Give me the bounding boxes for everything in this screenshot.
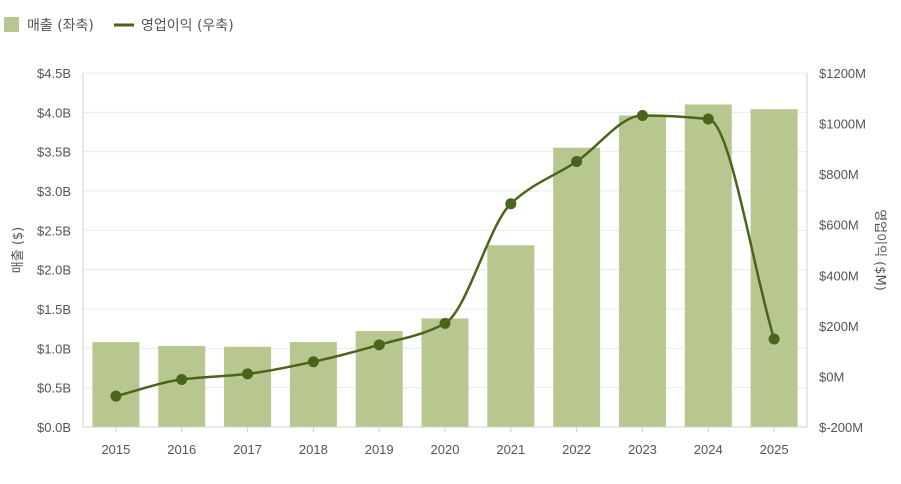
bar-2023 xyxy=(618,115,666,427)
x-tick-label: 2018 xyxy=(299,442,328,457)
x-tick-label: 2025 xyxy=(760,442,789,457)
y-left-tick-label: $0.5B xyxy=(37,381,71,396)
x-tick-label: 2022 xyxy=(562,442,591,457)
y-axis-right-title: 영업이익 ($M) xyxy=(872,209,887,291)
point-2020 xyxy=(439,317,451,329)
y-right-tick-label: $800M xyxy=(819,167,859,182)
x-tick-label: 2019 xyxy=(365,442,394,457)
x-tick-label: 2020 xyxy=(431,442,460,457)
legend-label-revenue: 매출 (좌축) xyxy=(27,18,94,34)
bar-2020 xyxy=(421,318,469,427)
y-axis-left-title: 매출 ($) xyxy=(11,227,26,273)
y-right-tick-label: $1000M xyxy=(819,117,866,132)
y-left-tick-label: $3.5B xyxy=(37,145,71,160)
point-2022 xyxy=(571,156,583,167)
y-right-tick-label: $0M xyxy=(819,369,844,384)
bar-2025 xyxy=(750,109,798,427)
legend-label-operating-profit: 영업이익 (우축) xyxy=(141,18,234,34)
axes: 2015 2016 2017 2018 2019 2020 2021 2022 2023 2024… xyxy=(37,66,866,457)
line-series-operating-profit xyxy=(110,109,780,402)
y-right-tick-label: $600M xyxy=(819,218,859,233)
bar-2022 xyxy=(553,147,601,427)
point-2016 xyxy=(176,373,188,385)
point-2015 xyxy=(110,390,122,402)
x-tick-label: 2024 xyxy=(694,442,723,457)
y-left-tick-label: $1.5B xyxy=(37,302,71,317)
legend-swatch-revenue xyxy=(4,17,19,32)
y-left-tick-label: $1.0B xyxy=(37,341,71,356)
bar-series-revenue xyxy=(92,104,798,427)
y-right-tick-label: $1200M xyxy=(819,66,866,81)
point-2021 xyxy=(505,198,517,210)
bar-2016 xyxy=(158,345,206,427)
y-left-tick-label: $4.5B xyxy=(37,66,71,81)
y-left-tick-label: $4.0B xyxy=(37,105,71,120)
legend: 매출 (좌축) 영업이익 (우축) xyxy=(4,17,234,34)
bar-2017 xyxy=(224,346,272,427)
y-left-tick-label: $3.0B xyxy=(37,184,71,199)
x-tick-label: 2015 xyxy=(101,442,130,457)
point-2019 xyxy=(373,339,385,351)
y-right-tick-label: $200M xyxy=(819,319,859,334)
x-tick-label: 2023 xyxy=(628,442,657,457)
x-tick-label: 2016 xyxy=(167,442,196,457)
y-left-tick-label: $0.0B xyxy=(37,420,71,435)
point-2023 xyxy=(636,109,648,121)
point-2024 xyxy=(702,113,714,125)
point-2017 xyxy=(242,368,254,380)
bar-2018 xyxy=(289,342,337,427)
point-2018 xyxy=(307,356,319,368)
y-left-tick-label: $2.5B xyxy=(37,223,71,238)
x-tick-label: 2017 xyxy=(233,442,262,457)
y-right-tick-label: $-200M xyxy=(819,420,863,435)
y-right-tick-label: $400M xyxy=(819,268,859,283)
bar-2015 xyxy=(92,342,140,427)
y-left-tick-label: $2.0B xyxy=(37,263,71,278)
bar-2024 xyxy=(684,104,732,427)
x-tick-label: 2021 xyxy=(496,442,525,457)
point-2025 xyxy=(768,333,780,345)
bar-2021 xyxy=(487,245,535,427)
